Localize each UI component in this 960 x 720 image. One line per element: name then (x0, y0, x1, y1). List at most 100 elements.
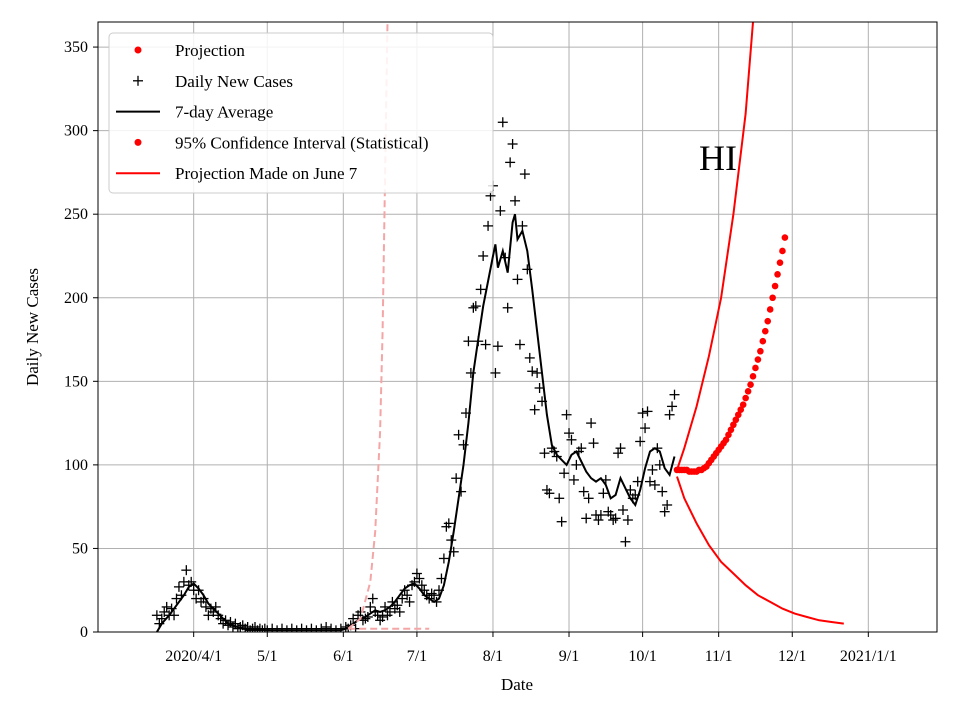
data-point-plus (598, 488, 609, 499)
data-point-plus (544, 488, 555, 499)
data-point-plus (561, 409, 572, 420)
data-point-dot (752, 364, 759, 372)
x-tick-label: 2021/1/1 (840, 648, 897, 665)
data-point-dot (725, 431, 732, 439)
state-annotation: HI (699, 138, 737, 178)
data-point-dot (730, 421, 737, 429)
data-point-dot (739, 401, 747, 409)
data-point-plus (649, 479, 660, 490)
data-point-plus (647, 464, 658, 475)
data-point-plus (642, 406, 653, 417)
data-point-plus (554, 493, 565, 504)
data-point-plus (510, 195, 521, 206)
data-point-plus (181, 565, 192, 576)
data-point-plus (635, 436, 646, 447)
x-tick-label: 11/1 (705, 648, 733, 665)
data-point-plus (502, 302, 513, 313)
data-point-plus (581, 513, 592, 524)
data-point-dot (722, 436, 730, 444)
legend-label: 95% Confidence Interval (Statistical) (175, 133, 429, 152)
data-point-plus (402, 590, 413, 601)
data-point-dot (769, 294, 776, 302)
y-tick-label: 150 (64, 373, 88, 390)
data-point-plus (458, 439, 469, 450)
plot-frame (97, 21, 938, 633)
data-point-plus (566, 434, 577, 445)
data-point-plus (667, 401, 678, 412)
data-point-plus (662, 499, 673, 510)
data-point-dot (781, 234, 789, 241)
data-point-plus (426, 588, 437, 599)
data-point-plus (404, 596, 415, 607)
data-point-plus (483, 220, 494, 231)
data-point-plus (514, 339, 525, 350)
data-point-dot (766, 306, 774, 313)
data-point-plus (478, 250, 489, 261)
data-point-plus (593, 515, 604, 526)
data-point-dot (749, 373, 757, 380)
data-point-dot (771, 282, 779, 290)
data-point-plus (586, 418, 597, 429)
data-point-dot (737, 406, 745, 414)
data-point-dot (754, 356, 762, 363)
data-point-plus (529, 404, 540, 415)
y-tick-label: 50 (72, 540, 88, 557)
y-axis-label: Daily New Cases (23, 268, 42, 386)
data-point-plus (507, 139, 518, 149)
data-point-plus (355, 606, 366, 617)
data-point-plus (617, 505, 628, 515)
data-point-plus (492, 341, 503, 352)
y-tick-label: 200 (64, 290, 88, 307)
data-point-plus (632, 476, 643, 487)
data-point-dot (742, 394, 749, 402)
data-point-plus (367, 593, 378, 604)
legend-marker-plus (133, 75, 143, 86)
data-point-plus (564, 428, 575, 439)
data-point-plus (532, 367, 543, 378)
legend-marker-dot (134, 46, 142, 54)
x-tick-label: 12/1 (778, 648, 806, 665)
data-point-plus (463, 336, 474, 347)
data-point-plus (578, 486, 589, 497)
data-point-plus (588, 438, 599, 449)
series-layer (151, 22, 844, 632)
x-tick-label: 6/1 (333, 648, 353, 665)
x-tick-label: 9/1 (559, 648, 579, 665)
data-point-plus (613, 448, 624, 459)
series-line (676, 22, 754, 471)
data-point-plus (495, 205, 506, 216)
data-point-plus (377, 611, 388, 622)
data-point-plus (505, 157, 516, 168)
legend-item: 95% Confidence Interval (Statistical) (134, 133, 429, 152)
data-point-plus (470, 301, 481, 312)
data-point-plus (365, 601, 376, 612)
legend-item: 7-day Average (116, 103, 273, 122)
data-point-plus (610, 513, 621, 524)
data-point-dot (779, 247, 786, 255)
data-point-plus (490, 367, 501, 378)
y-tick-label: 350 (64, 39, 88, 56)
data-point-plus (429, 590, 440, 601)
series-line (676, 476, 844, 625)
data-point-plus (200, 601, 211, 612)
data-point-dot (759, 337, 767, 345)
y-tick-label: 100 (64, 457, 88, 474)
legend: Projection Daily New Cases 7-day Average 95… (108, 32, 494, 194)
data-point-plus (497, 117, 508, 128)
legend-box (108, 32, 494, 194)
data-point-plus (659, 506, 670, 517)
legend-label: Projection (175, 41, 245, 60)
data-point-plus (539, 448, 550, 459)
x-axis-label: Date (501, 675, 533, 694)
legend-marker-dot (134, 138, 142, 146)
data-point-dot (774, 271, 781, 278)
data-point-plus (524, 352, 535, 363)
x-tick-label: 7/1 (407, 648, 427, 665)
data-point-plus (193, 585, 204, 596)
data-point-dot (727, 426, 735, 434)
data-point-plus (615, 443, 626, 454)
legend-label: 7-day Average (175, 103, 273, 122)
data-point-plus (480, 339, 491, 350)
data-point-dot (734, 411, 742, 419)
